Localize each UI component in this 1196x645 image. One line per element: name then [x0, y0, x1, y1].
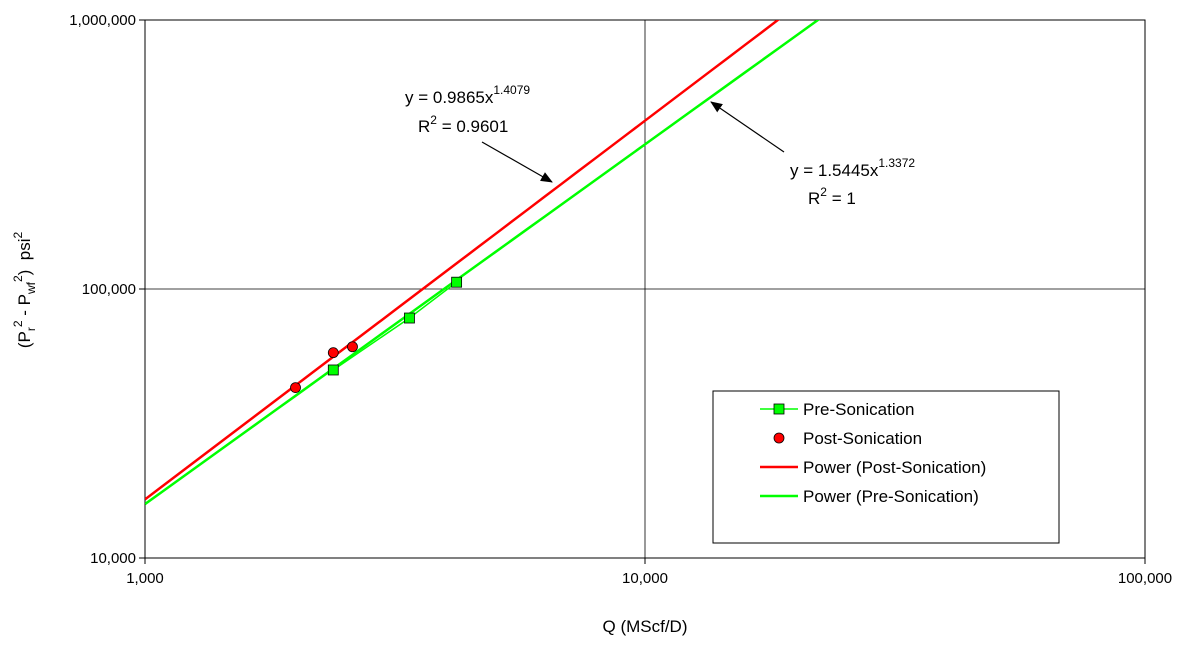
annotation-post-eq-exp: 1.4079: [493, 83, 530, 97]
legend-item-power-pre: Power (Pre-Sonication): [760, 487, 979, 506]
legend-power-pre-label: Power (Pre-Sonication): [803, 487, 979, 506]
y-tick-label-2: 1,000,000: [69, 12, 136, 29]
annotation-post-arrow: [481, 141, 553, 183]
y-axis-title: (Pr2 - Pwf2) psi2: [11, 232, 38, 349]
annotation-post-r2-sup: 2: [430, 113, 437, 127]
annotation-post-r2-prefix: R: [418, 117, 430, 136]
y-title-sup-2b: 2: [11, 275, 25, 282]
point-0-0: [327, 364, 339, 376]
annotation-post-r2-suffix: = 0.9601: [437, 117, 508, 136]
annotation-post-fit: y = 0.9865x1.4079 R2 = 0.9601: [405, 83, 530, 136]
plot-area: 1,000 10,000 100,000 10,000 100,000 1,000,000: [69, 12, 1172, 587]
trendline-3: [145, 20, 821, 506]
point-0-2: [451, 276, 463, 288]
x-tick-label-2: 100,000: [1118, 570, 1172, 587]
point-1-0: [290, 382, 301, 393]
annotation-pre-r2-prefix: R: [808, 189, 820, 208]
point-1-2: [347, 341, 358, 353]
legend-item-power-post: Power (Post-Sonication): [760, 458, 986, 477]
y-tick-label-1: 100,000: [82, 281, 136, 298]
point-1-1: [327, 347, 339, 359]
x-tick-label-1: 10,000: [622, 570, 668, 587]
legend-item-pre-sonication: Pre-Sonication: [760, 400, 915, 419]
y-title-minus: - P: [15, 294, 34, 320]
y-title-close: ) psi: [15, 239, 34, 276]
y-title-sub-r: r: [24, 327, 38, 331]
y-tick-label-0: 10,000: [90, 550, 136, 567]
legend-pre-label: Pre-Sonication: [803, 400, 915, 419]
y-title-sub-wf: wf: [24, 281, 38, 295]
annotation-post-r2: R2 = 0.9601: [418, 113, 508, 136]
trendlines: [145, 20, 821, 506]
y-title-sup-2c: 2: [11, 232, 25, 239]
annotation-pre-fit: y = 1.5445x1.3372 R2 = 1: [790, 156, 915, 208]
point-0-1: [404, 312, 415, 324]
legend: Pre-Sonication Post-Sonication Power (Po…: [712, 390, 1060, 544]
annotation-post-eq-prefix: y = 0.9865x: [405, 88, 494, 107]
legend-box: [712, 390, 1060, 544]
x-tick-label-0: 1,000: [126, 570, 164, 587]
legend-pre-marker: [773, 403, 785, 415]
legend-power-post-label: Power (Post-Sonication): [803, 458, 986, 477]
annotation-pre-equation: y = 1.5445x1.3372: [790, 156, 915, 180]
annotation-pre-arrow: [710, 101, 785, 153]
annotation-pre-eq-exp: 1.3372: [878, 156, 915, 170]
annotation-pre-eq-prefix: y = 1.5445x: [790, 161, 879, 180]
trendline-2: [145, 20, 780, 501]
annotation-pre-r2: R2 = 1: [808, 185, 856, 208]
legend-post-label: Post-Sonication: [803, 429, 922, 448]
annotation-pre-r2-sup: 2: [820, 185, 827, 199]
y-title-open: (P: [15, 331, 34, 348]
annotation-post-equation: y = 0.9865x1.4079: [405, 83, 530, 107]
series-line-0: [332, 281, 458, 371]
y-title-sup-2a: 2: [11, 320, 25, 327]
legend-post-marker: [773, 432, 785, 444]
x-axis-title: Q (MScf/D): [603, 617, 688, 636]
legend-item-post-sonication: Post-Sonication: [773, 429, 922, 448]
annotation-pre-r2-suffix: = 1: [827, 189, 856, 208]
